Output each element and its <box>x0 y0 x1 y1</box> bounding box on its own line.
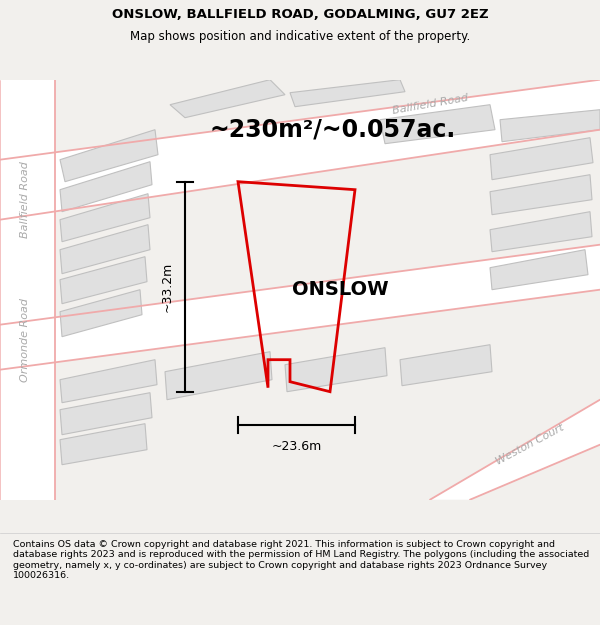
Polygon shape <box>60 162 152 212</box>
Polygon shape <box>60 424 147 464</box>
Text: ~230m²/~0.057ac.: ~230m²/~0.057ac. <box>210 118 456 142</box>
Text: ~23.6m: ~23.6m <box>271 440 322 453</box>
Polygon shape <box>490 212 592 252</box>
Polygon shape <box>60 257 147 304</box>
Polygon shape <box>490 138 593 180</box>
Polygon shape <box>490 174 592 214</box>
Polygon shape <box>500 110 600 142</box>
Polygon shape <box>285 348 387 392</box>
Text: ONSLOW, BALLFIELD ROAD, GODALMING, GU7 2EZ: ONSLOW, BALLFIELD ROAD, GODALMING, GU7 2… <box>112 8 488 21</box>
Text: Map shows position and indicative extent of the property.: Map shows position and indicative extent… <box>130 30 470 43</box>
Polygon shape <box>60 392 152 435</box>
Polygon shape <box>290 79 405 107</box>
Polygon shape <box>0 79 600 219</box>
Polygon shape <box>400 345 492 386</box>
Text: Contains OS data © Crown copyright and database right 2021. This information is : Contains OS data © Crown copyright and d… <box>13 540 589 580</box>
Polygon shape <box>0 79 55 499</box>
Polygon shape <box>60 194 150 242</box>
Text: Weston Court: Weston Court <box>494 422 566 467</box>
Polygon shape <box>380 104 495 144</box>
Polygon shape <box>165 352 272 400</box>
Polygon shape <box>60 129 158 182</box>
Text: Ballfield Road: Ballfield Road <box>20 161 30 238</box>
Polygon shape <box>430 400 600 499</box>
Polygon shape <box>60 224 150 274</box>
Text: ~33.2m: ~33.2m <box>161 261 173 312</box>
Polygon shape <box>60 290 142 337</box>
Polygon shape <box>0 244 600 369</box>
Text: Ballfield Road: Ballfield Road <box>391 93 469 116</box>
Polygon shape <box>490 249 588 290</box>
Text: ONSLOW: ONSLOW <box>292 280 388 299</box>
Polygon shape <box>170 79 285 118</box>
Text: Ormonde Road: Ormonde Road <box>20 298 30 382</box>
Polygon shape <box>60 359 157 403</box>
